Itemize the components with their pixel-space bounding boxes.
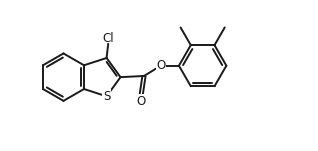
Text: O: O	[137, 95, 146, 108]
Text: S: S	[103, 90, 110, 103]
Text: O: O	[156, 59, 165, 72]
Text: Cl: Cl	[102, 32, 114, 45]
